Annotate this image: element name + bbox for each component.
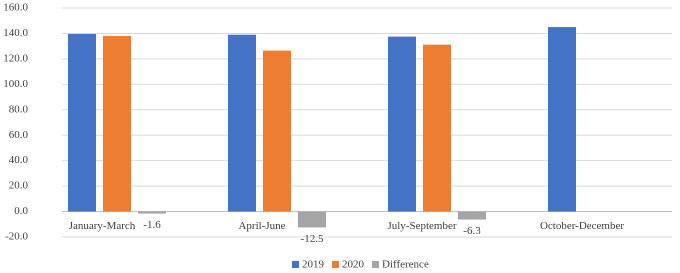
bar — [103, 35, 131, 212]
bar — [388, 36, 416, 212]
bar — [263, 50, 291, 212]
y-tick-label: 120.0 — [3, 52, 28, 64]
y-tick-label: 20.0 — [9, 180, 29, 192]
legend-label: 2019 — [302, 259, 325, 271]
x-tick-label: January-March — [69, 220, 136, 232]
bar — [548, 27, 576, 212]
bar — [423, 44, 451, 212]
x-tick-label: October-December — [540, 220, 624, 232]
y-tick-label: 0.0 — [14, 205, 28, 217]
y-tick-label: 140.0 — [3, 27, 28, 39]
data-label: -6.3 — [463, 225, 481, 237]
bar — [228, 34, 256, 212]
legend-swatch — [372, 261, 379, 268]
bar — [68, 33, 96, 212]
x-tick-label: July-September — [387, 220, 456, 232]
y-tick-label: 100.0 — [3, 78, 28, 90]
y-tick-label: -20.0 — [5, 231, 28, 243]
x-tick-label: April-June — [238, 220, 285, 232]
legend-label: Difference — [382, 259, 429, 271]
y-tick-label: 160.0 — [3, 2, 28, 14]
data-label: -12.5 — [301, 233, 324, 245]
legend-swatch — [292, 261, 299, 268]
legend-swatch — [332, 261, 339, 268]
data-label: -1.6 — [143, 219, 161, 231]
y-tick-label: 40.0 — [9, 154, 29, 166]
bar — [458, 211, 486, 220]
bar — [298, 211, 326, 228]
y-tick-label: 80.0 — [9, 103, 29, 115]
bar — [138, 211, 166, 214]
y-tick-label: 60.0 — [9, 129, 29, 141]
legend-label: 2020 — [342, 259, 365, 271]
